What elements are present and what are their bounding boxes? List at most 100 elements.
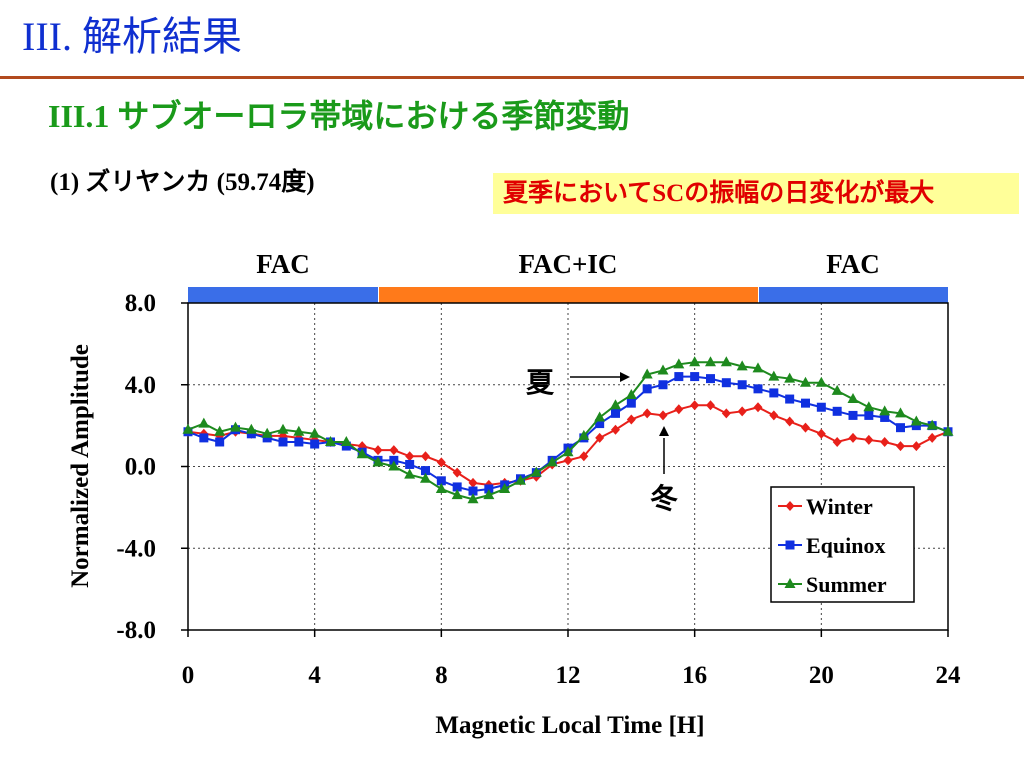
section-title: III.1 サブオーロラ帯域における季節変動 — [48, 98, 630, 134]
data-point-equinox — [626, 398, 636, 408]
data-point-summer — [562, 446, 574, 457]
data-point-winter — [452, 467, 462, 478]
data-point-summer — [689, 356, 701, 367]
data-point-summer — [451, 489, 463, 500]
data-point-summer — [863, 401, 875, 412]
data-point-summer — [325, 435, 336, 446]
data-point-equinox — [452, 482, 462, 492]
series-summer — [182, 356, 954, 504]
data-point-summer — [831, 384, 843, 395]
data-point-summer — [720, 356, 732, 367]
data-point-summer — [546, 456, 558, 467]
data-point-winter — [563, 455, 573, 466]
data-point-summer — [435, 482, 447, 493]
data-point-summer — [784, 372, 796, 383]
region-labels: FAC FAC+IC FAC — [256, 249, 880, 279]
data-point-summer — [356, 448, 368, 459]
data-point-summer — [815, 376, 827, 387]
region-label-1: FAC+IC — [519, 249, 618, 279]
data-point-equinox — [310, 439, 320, 449]
annotation-winter-label: 冬 — [650, 482, 678, 515]
data-point-winter — [706, 400, 715, 411]
y-tick-label: 8.0 — [125, 290, 156, 317]
data-point-equinox — [737, 380, 747, 390]
data-point-winter — [848, 432, 858, 443]
slide-title: III. 解析結果 — [22, 14, 242, 59]
data-point-summer — [293, 425, 305, 436]
legend-label-summer: Summer — [806, 572, 887, 597]
data-point-winter — [595, 432, 605, 443]
data-point-winter — [927, 432, 937, 443]
data-point-equinox — [864, 410, 874, 420]
data-point-equinox — [832, 406, 842, 416]
data-point-summer — [404, 468, 416, 479]
data-point-equinox — [215, 437, 225, 447]
data-point-winter — [753, 402, 763, 413]
data-point-summer — [245, 423, 257, 434]
data-point-summer — [515, 474, 526, 485]
data-point-summer — [625, 388, 637, 399]
data-point-summer — [467, 493, 479, 504]
data-point-equinox — [199, 433, 209, 443]
data-point-winter — [373, 445, 383, 456]
data-point-winter — [880, 436, 890, 447]
x-tick-label: 16 — [682, 662, 707, 689]
legend: Winter Equinox Summer — [770, 486, 915, 603]
data-point-winter — [911, 441, 921, 452]
y-tick-label: 0.0 — [125, 454, 156, 481]
data-point-summer — [847, 393, 859, 404]
data-point-equinox — [294, 437, 304, 447]
data-point-winter — [690, 400, 700, 411]
data-point-summer — [910, 415, 922, 426]
title-divider — [0, 76, 1024, 79]
data-point-winter — [405, 451, 415, 462]
legend-marker-summer — [784, 578, 796, 588]
data-point-equinox — [896, 423, 905, 433]
data-point-summer — [768, 370, 780, 381]
data-point-summer — [420, 472, 431, 483]
data-point-summer — [309, 427, 321, 438]
annotations: 夏冬 — [526, 366, 678, 515]
data-point-equinox — [278, 437, 288, 447]
data-point-summer — [673, 358, 685, 369]
data-point-summer — [483, 489, 495, 500]
x-tick-label: 4 — [308, 662, 321, 689]
y-axis-label: Normalized Amplitude — [67, 344, 94, 588]
data-point-summer — [895, 407, 906, 418]
data-point-equinox — [611, 408, 620, 418]
region-band-2 — [759, 287, 948, 303]
data-point-summer — [752, 362, 764, 373]
data-point-equinox — [848, 410, 858, 420]
data-point-summer — [926, 419, 938, 430]
data-point-summer — [499, 482, 511, 493]
data-point-equinox — [484, 484, 494, 494]
data-point-winter — [785, 416, 795, 427]
data-point-equinox — [246, 429, 256, 439]
data-point-winter — [816, 428, 826, 439]
data-point-summer — [942, 425, 954, 436]
data-point-equinox — [262, 433, 272, 443]
region-band-1 — [379, 287, 758, 303]
data-point-summer — [879, 405, 891, 416]
data-point-equinox — [436, 476, 446, 486]
data-point-summer — [388, 460, 400, 471]
data-point-equinox — [785, 394, 795, 404]
legend-label-winter: Winter — [806, 494, 873, 519]
data-point-winter — [468, 477, 478, 488]
data-point-equinox — [389, 455, 399, 465]
data-point-winter — [832, 436, 842, 447]
x-tick-label: 8 — [435, 662, 448, 689]
data-point-summer — [198, 417, 210, 428]
data-point-summer — [261, 427, 273, 438]
data-point-equinox — [674, 372, 684, 382]
data-point-equinox — [816, 402, 826, 412]
data-point-equinox — [341, 441, 351, 451]
data-point-winter — [801, 422, 810, 433]
annotation-summer-label: 夏 — [526, 366, 555, 399]
data-point-winter — [769, 410, 779, 421]
data-point-summer — [594, 411, 606, 422]
region-label-2: FAC — [826, 249, 880, 279]
axis-ticks: 0 4 8 12 16 20 24 8.0 4.0 0.0 -4.0 -8.0 — [116, 290, 961, 689]
data-point-summer — [230, 421, 241, 432]
